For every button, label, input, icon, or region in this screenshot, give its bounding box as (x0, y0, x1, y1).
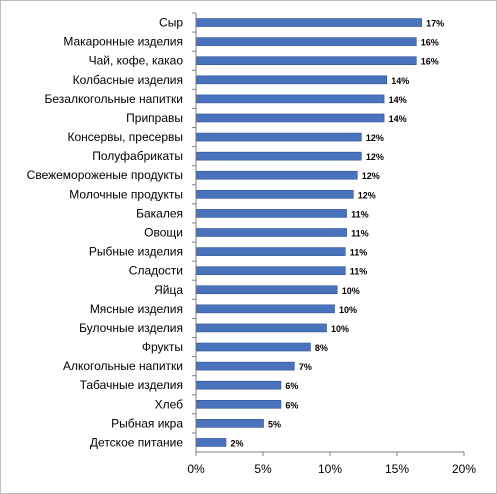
category-label: Сыр (159, 16, 183, 30)
category-label: Безалкогольные напитки (44, 92, 183, 106)
bar (196, 266, 346, 275)
bar (196, 399, 282, 409)
data-label: 6% (285, 381, 298, 391)
x-tick-label: 0% (187, 462, 205, 476)
data-label: 10% (331, 324, 349, 334)
bar (196, 94, 385, 104)
bar (196, 247, 346, 256)
x-tick-label: 10% (318, 462, 342, 476)
data-label: 16% (421, 57, 439, 67)
category-label: Макаронные изделия (63, 35, 183, 49)
category-label: Хлеб (155, 397, 184, 411)
data-label: 12% (366, 133, 384, 143)
bar (196, 170, 358, 180)
data-label: 6% (285, 400, 298, 410)
bar (196, 419, 264, 428)
category-label: Табачные изделия (80, 378, 183, 392)
category-label: Колбасные изделия (73, 73, 183, 87)
bar (196, 228, 347, 237)
data-label: 12% (358, 190, 376, 200)
bar (196, 361, 295, 371)
data-label: 11% (350, 248, 368, 258)
bars-group (196, 18, 422, 447)
category-label: Детское питание (90, 435, 183, 449)
bar (196, 132, 362, 142)
category-label: Чай, кофе, какао (89, 54, 184, 68)
bar (196, 151, 362, 161)
bar (196, 285, 338, 295)
category-label: Рыбная икра (111, 416, 183, 430)
bar (196, 113, 385, 123)
data-label: 11% (351, 209, 369, 219)
data-label: 10% (339, 305, 357, 315)
bar (196, 37, 417, 46)
bar (196, 323, 327, 333)
data-label: 7% (299, 362, 312, 372)
data-label: 12% (362, 171, 380, 181)
data-label: 14% (391, 76, 409, 86)
bar (196, 304, 335, 314)
bar (196, 209, 347, 218)
category-label: Фрукты (142, 340, 183, 354)
data-label: 16% (421, 38, 439, 48)
axes-group (192, 12, 465, 456)
data-label: 10% (342, 286, 360, 296)
category-label: Овощи (144, 226, 183, 240)
bar (196, 438, 227, 447)
bar (196, 18, 422, 27)
category-label: Сладости (129, 264, 183, 278)
category-label: Рыбные изделия (89, 245, 183, 259)
bar (196, 56, 417, 66)
bar (196, 190, 354, 199)
category-label: Приправы (126, 111, 183, 125)
category-label: Молочные продукты (69, 187, 183, 201)
x-tick-label: 20% (452, 462, 476, 476)
bar (196, 380, 282, 390)
x-tick-label: 15% (385, 462, 409, 476)
data-label: 2% (230, 438, 243, 448)
data-label: 12% (366, 152, 384, 162)
category-label: Свежемороженые продукты (27, 168, 183, 182)
category-label: Булочные изделия (79, 321, 183, 335)
labels-group: Сыр 17% Макаронные изделия 16% Чай, кофе, ка… (27, 16, 477, 476)
category-label: Консервы, пресервы (68, 130, 184, 144)
data-label: 14% (389, 114, 407, 124)
category-label: Мясные изделия (90, 302, 183, 316)
category-label: Бакалея (136, 206, 183, 220)
data-label: 5% (268, 419, 281, 429)
data-label: 17% (426, 19, 444, 29)
data-label: 8% (315, 343, 328, 353)
bar (196, 75, 388, 85)
x-tick-label: 5% (254, 462, 272, 476)
category-label: Полуфабрикаты (92, 149, 183, 163)
category-label: Алкогольные напитки (63, 359, 183, 373)
category-label: Яйца (154, 283, 183, 297)
data-label: 14% (389, 95, 407, 105)
bar (196, 342, 311, 352)
data-label: 11% (350, 267, 368, 277)
data-label: 11% (351, 229, 369, 239)
